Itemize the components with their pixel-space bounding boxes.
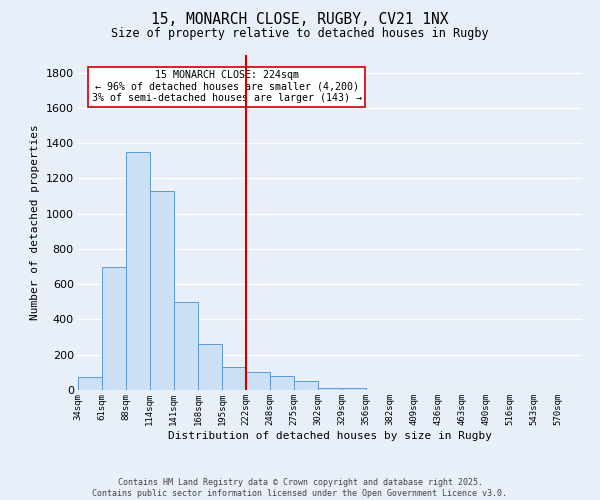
Y-axis label: Number of detached properties: Number of detached properties [30,124,40,320]
Bar [246,372,269,390]
Text: 15 MONARCH CLOSE: 224sqm
← 96% of detached houses are smaller (4,200)
3% of semi: 15 MONARCH CLOSE: 224sqm ← 96% of detach… [92,70,362,103]
Text: Size of property relative to detached houses in Rugby: Size of property relative to detached ho… [111,28,489,40]
Bar [318,388,342,390]
Bar [222,367,246,390]
Bar [294,381,318,390]
Bar [102,266,127,390]
Bar [149,191,174,390]
Bar [127,152,149,390]
Text: Contains HM Land Registry data © Crown copyright and database right 2025.
Contai: Contains HM Land Registry data © Crown c… [92,478,508,498]
Text: 15, MONARCH CLOSE, RUGBY, CV21 1NX: 15, MONARCH CLOSE, RUGBY, CV21 1NX [151,12,449,28]
X-axis label: Distribution of detached houses by size in Rugby: Distribution of detached houses by size … [168,430,492,440]
Bar [269,376,294,390]
Bar [198,344,222,390]
Bar [342,388,366,390]
Bar [78,377,102,390]
Bar [174,302,198,390]
